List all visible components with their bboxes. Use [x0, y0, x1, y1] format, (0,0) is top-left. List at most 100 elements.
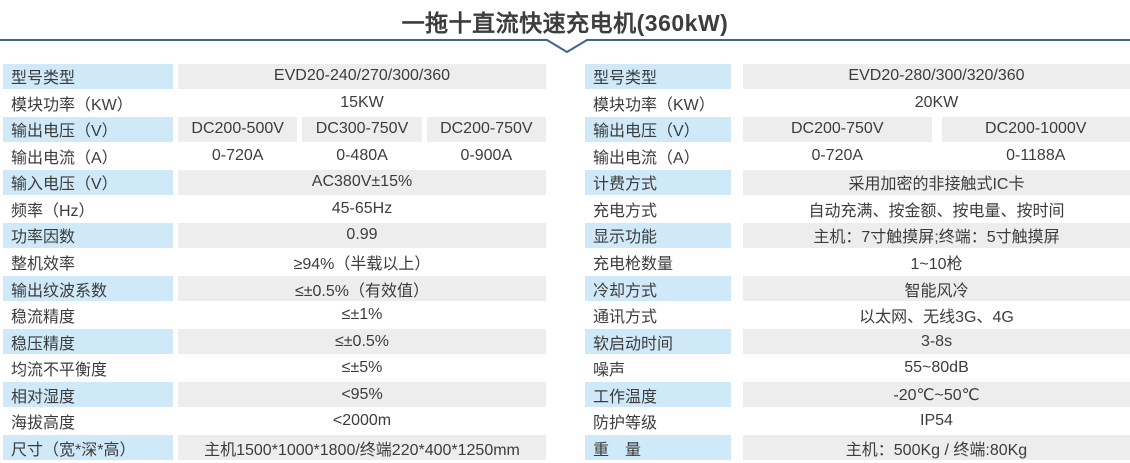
- spec-value: EVD20-240/270/300/360: [178, 64, 546, 89]
- spec-row: 型号类型 EVD20-240/270/300/360: [3, 64, 546, 89]
- spec-row: 输入电压（V） AC380V±15%: [3, 170, 546, 195]
- spec-values: <95%: [178, 382, 546, 407]
- spec-values: 主机：500Kg / 终端:80Kg: [743, 435, 1130, 460]
- spec-value: DC200-500V: [178, 117, 298, 142]
- spec-label: 尺寸（宽*深*高）: [3, 435, 173, 460]
- spec-values: 以太网、无线3G、4G: [743, 303, 1130, 328]
- spec-values: 自动充满、按金额、按电量、按时间: [743, 197, 1130, 222]
- spec-values: 3-8s: [743, 329, 1130, 354]
- spec-row: 输出电流（A） 0-720A 0-480A 0-900A: [3, 144, 546, 169]
- spec-row: 软启动时间 3-8s: [585, 329, 1130, 354]
- spec-label: 海拔高度: [11, 415, 76, 433]
- spec-value: IP54: [920, 412, 953, 430]
- spec-values: EVD20-240/270/300/360: [178, 64, 546, 89]
- spec-row: 噪声 55~80dB: [585, 356, 1130, 381]
- spec-value: -20℃~50℃: [743, 382, 1130, 407]
- spec-row: 防护等级 IP54: [585, 409, 1130, 434]
- spec-value: <95%: [178, 382, 546, 407]
- spec-value: DC200-750V: [743, 117, 932, 142]
- spec-label: 相对湿度: [3, 382, 173, 407]
- spec-row: 均流不平衡度 ≤±5%: [3, 356, 546, 381]
- spec-values: 45-65Hz: [178, 197, 546, 222]
- spec-label: 型号类型: [3, 64, 173, 89]
- spec-value: ≤±0.5%（有效值）: [178, 276, 546, 301]
- spec-value: DC200-750V: [426, 117, 546, 142]
- spec-label: 模块功率（KW）: [593, 96, 715, 114]
- spec-row: 重 量主机：500Kg / 终端:80Kg: [585, 435, 1130, 460]
- spec-value: 0-900A: [460, 146, 513, 164]
- spec-values: ≤±0.5%: [178, 329, 546, 354]
- spec-row: 输出纹波系数 ≤±0.5%（有效值）: [3, 276, 546, 301]
- spec-values: IP54: [743, 409, 1130, 434]
- spec-row: 模块功率（KW） 20KW: [585, 91, 1130, 116]
- spec-values: ≤±5%: [178, 356, 546, 381]
- spec-row: 充电方式 自动充满、按金额、按电量、按时间: [585, 197, 1130, 222]
- spec-label: 功率因数: [3, 223, 173, 248]
- spec-value: 采用加密的非接触式IC卡: [743, 170, 1130, 195]
- spec-values: 20KW: [743, 91, 1130, 116]
- spec-row: 相对湿度 <95%: [3, 382, 546, 407]
- spec-row: 通讯方式 以太网、无线3G、4G: [585, 303, 1130, 328]
- spec-values: -20℃~50℃: [743, 382, 1130, 407]
- spec-values: ≤±1%: [178, 303, 546, 328]
- spec-label: 充电枪数量: [593, 255, 674, 273]
- spec-value: ≤±1%: [341, 306, 383, 324]
- spec-label: 输出电压（V）: [585, 117, 731, 142]
- spec-label: 均流不平衡度: [11, 362, 108, 380]
- spec-row: 计费方式 采用加密的非接触式IC卡: [585, 170, 1130, 195]
- spec-row: 模块功率（KW） 15KW: [3, 91, 546, 116]
- spec-values: <2000m: [178, 409, 546, 434]
- spec-row: 尺寸（宽*深*高） 主机1500*1000*1800/终端220*400*1250…: [3, 435, 546, 460]
- spec-values: DC200-750V DC200-1000V: [743, 117, 1130, 142]
- spec-values: 1~10枪: [743, 250, 1130, 275]
- spec-label: 模块功率（KW）: [11, 96, 133, 114]
- spec-label: 防护等级: [593, 415, 658, 433]
- spec-label: 输出电流（A）: [593, 149, 700, 167]
- spec-values: 0.99: [178, 223, 546, 248]
- spec-label: 计费方式: [585, 170, 731, 195]
- spec-table-left: 型号类型 EVD20-240/270/300/360 模块功率（KW） 15KW 输出电…: [3, 64, 546, 460]
- spec-value: 0-720A: [211, 146, 264, 164]
- spec-label: 通讯方式: [593, 309, 658, 327]
- spec-row: 工作温度 -20℃~50℃: [585, 382, 1130, 407]
- spec-label: 频率（Hz）: [11, 202, 95, 220]
- spec-values: AC380V±15%: [178, 170, 546, 195]
- spec-label: 软启动时间: [585, 329, 731, 354]
- spec-label: 工作温度: [585, 382, 731, 407]
- spec-value: DC300-750V: [302, 117, 422, 142]
- spec-label: 输出电流（A）: [11, 149, 118, 167]
- spec-label: 噪声: [593, 362, 626, 380]
- spec-value: ≥94%（半载以上）: [293, 255, 431, 273]
- spec-row: 整机效率 ≥94%（半载以上）: [3, 250, 546, 275]
- spec-value: DC200-1000V: [941, 117, 1130, 142]
- spec-values: DC200-500V DC300-750V DC200-750V: [178, 117, 546, 142]
- spec-label: 显示功能: [585, 223, 731, 248]
- spec-label: 充电方式: [593, 202, 658, 220]
- spec-value: EVD20-280/300/320/360: [743, 64, 1130, 89]
- spec-row: 稳压精度 ≤±0.5%: [3, 329, 546, 354]
- spec-value: <2000m: [332, 412, 392, 430]
- spec-value: 55~80dB: [904, 359, 969, 377]
- title-divider: [0, 38, 1130, 56]
- spec-value: 以太网、无线3G、4G: [859, 309, 1014, 327]
- spec-value: 主机1500*1000*1800/终端220*400*1250mm: [178, 435, 546, 460]
- spec-value: 0-1188A: [1006, 146, 1066, 164]
- page-title: 一拖十直流快速充电机(360kW): [401, 10, 729, 36]
- spec-value: 45-65Hz: [331, 199, 393, 217]
- spec-value: 0-720A: [811, 146, 864, 164]
- spec-value: 主机：500Kg / 终端:80Kg: [743, 435, 1130, 460]
- spec-values: 55~80dB: [743, 356, 1130, 381]
- spec-values: 15KW: [178, 91, 546, 116]
- spec-values: 主机1500*1000*1800/终端220*400*1250mm: [178, 435, 546, 460]
- spec-label: 冷却方式: [585, 276, 731, 301]
- spec-value: AC380V±15%: [178, 170, 546, 195]
- spec-row: 型号类型 EVD20-280/300/320/360: [585, 64, 1130, 89]
- spec-values: 0-720A 0-1188A: [743, 144, 1130, 169]
- spec-value: 3-8s: [743, 329, 1130, 354]
- spec-value: 智能风冷: [743, 276, 1130, 301]
- spec-label: 型号类型: [585, 64, 731, 89]
- spec-row: 输出电压（V） DC200-500V DC300-750V DC200-750V: [3, 117, 546, 142]
- spec-values: EVD20-280/300/320/360: [743, 64, 1130, 89]
- spec-value: 15KW: [340, 93, 384, 111]
- spec-value: 自动充满、按金额、按电量、按时间: [808, 202, 1065, 220]
